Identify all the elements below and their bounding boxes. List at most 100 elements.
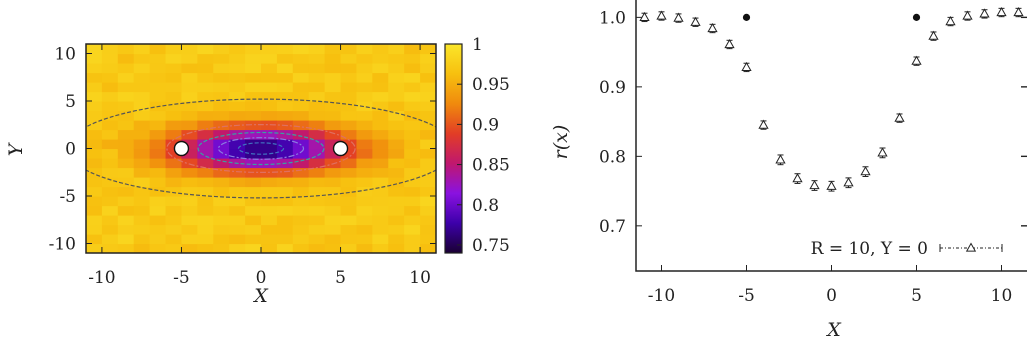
- heatmap-cell: [261, 44, 278, 55]
- heatmap-cell: [213, 205, 230, 216]
- heatmap-cell: [404, 243, 421, 253]
- heatmap-cell: [101, 72, 119, 83]
- heatmap-cell: [86, 243, 103, 253]
- heatmap-cell: [149, 234, 167, 245]
- scatter-y-ticks: 0.7 0.8 0.9 1.0: [599, 8, 642, 237]
- heatmap-cell: [245, 158, 262, 169]
- heatmap-cell: [245, 91, 262, 102]
- heatmap-cell: [213, 177, 230, 188]
- heatmap-cell: [292, 224, 310, 235]
- heatmap-cell: [292, 167, 310, 178]
- heatmap-cell: [117, 234, 135, 245]
- heatmap-cell: [181, 129, 198, 140]
- heatmap-cell: [340, 72, 358, 83]
- heatmap-cell: [245, 82, 262, 93]
- y-tick-label: -10: [49, 235, 76, 255]
- heatmap-cell: [356, 167, 373, 178]
- data-point: [894, 112, 905, 122]
- heatmap-cell: [133, 44, 151, 55]
- heatmap-cell: [276, 177, 294, 188]
- heatmap-cell: [229, 148, 246, 159]
- heatmap-cell: [324, 234, 342, 245]
- heatmap-cell: [308, 186, 326, 197]
- heatmap-cell: [229, 129, 246, 140]
- heatmap-cell: [165, 234, 183, 245]
- data-point: [962, 10, 973, 20]
- heatmap-cell: [324, 82, 342, 93]
- heatmap-cell: [133, 158, 151, 169]
- heatmap-cell: [117, 72, 135, 83]
- heatmap-cell: [340, 120, 358, 131]
- heatmap-cell: [308, 91, 326, 102]
- heatmap-cell: [404, 186, 421, 197]
- heatmap-cell: [261, 120, 278, 131]
- heatmap-cell: [86, 158, 103, 169]
- heatmap-cell: [372, 215, 389, 226]
- heatmap-cell: [372, 224, 389, 235]
- heatmap-cell: [292, 243, 310, 253]
- heatmap-cell: [388, 186, 405, 197]
- heatmap-cell: [165, 63, 183, 74]
- heatmap-cell: [86, 91, 103, 102]
- heatmap-cell: [292, 196, 310, 207]
- contour-line: [86, 98, 436, 199]
- heatmap-cell: [133, 139, 151, 150]
- heatmap-cell: [181, 205, 198, 216]
- heatmap-cell: [388, 158, 405, 169]
- heatmap-cell: [117, 63, 135, 74]
- data-point: [809, 180, 820, 190]
- heatmap-cell: [181, 82, 198, 93]
- heatmap-cell: [197, 101, 214, 112]
- heatmap-cells: [86, 44, 436, 253]
- heatmap-cell: [149, 63, 167, 74]
- heatmap-cell: [261, 234, 278, 245]
- heatmap-cell: [292, 215, 310, 226]
- heatmap-cell: [308, 167, 326, 178]
- heatmap-cell: [292, 186, 310, 197]
- heatmap-cell: [356, 234, 373, 245]
- heatmap-cell: [245, 63, 262, 74]
- heatmap-cell: [404, 110, 421, 121]
- heatmap-cell: [101, 110, 119, 121]
- heatmap-x-label: X: [252, 285, 269, 307]
- heatmap-cell: [133, 243, 151, 253]
- x-tick-label: -5: [738, 286, 755, 306]
- heatmap-cell: [245, 53, 262, 64]
- heatmap-cell: [276, 243, 294, 253]
- heatmap-cell: [133, 167, 151, 178]
- heatmap-cell: [292, 139, 310, 150]
- heatmap-cell: [356, 224, 373, 235]
- heatmap-cell: [229, 101, 246, 112]
- reference-point: [742, 13, 751, 21]
- heatmap-cell: [197, 44, 214, 55]
- data-point: [707, 22, 718, 33]
- heatmap-cell: [86, 177, 103, 188]
- heatmap-cell: [165, 196, 183, 207]
- heatmap-cell: [388, 215, 405, 226]
- heatmap-cell: [292, 63, 310, 74]
- heatmap-cell: [388, 177, 405, 188]
- heatmap-cell: [197, 53, 214, 64]
- heatmap-cell: [149, 205, 167, 216]
- heatmap-cell: [276, 72, 294, 83]
- data-point: [741, 61, 752, 72]
- data-point: [1013, 6, 1024, 17]
- heatmap-cell: [149, 120, 167, 131]
- heatmap-cell: [308, 110, 326, 121]
- contour-line: [237, 142, 285, 155]
- heatmap-cell: [292, 234, 310, 245]
- x-tick-label: -10: [88, 268, 115, 288]
- heatmap-cell: [86, 110, 103, 121]
- heatmap-cell: [356, 82, 373, 93]
- heatmap-cell: [356, 148, 373, 159]
- heatmap-cell: [324, 205, 342, 216]
- heatmap-cell: [181, 120, 198, 131]
- colorbar-ticks: 0.75 0.8 0.85 0.9 0.95 1: [457, 35, 510, 256]
- heatmap-cell: [372, 110, 389, 121]
- heatmap-cell: [420, 167, 436, 178]
- heatmap-cell: [404, 234, 421, 245]
- heatmap-cell: [117, 139, 135, 150]
- data-point: [656, 10, 667, 20]
- heatmap-cell: [388, 110, 405, 121]
- heatmap-cell: [276, 196, 294, 207]
